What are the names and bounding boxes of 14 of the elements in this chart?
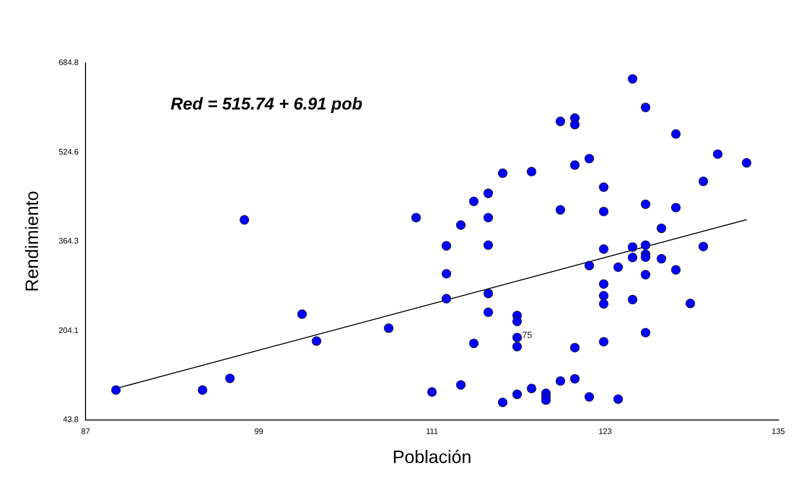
x-tick-label: 135	[772, 426, 786, 436]
y-tick-label: 364.3	[58, 236, 80, 246]
x-axis-title: Población	[392, 447, 472, 468]
annotation: 75	[522, 330, 532, 340]
y-axis-title: Rendimiento	[22, 190, 42, 292]
x-tick-label: 87	[81, 426, 91, 436]
x-tick-label: 99	[254, 426, 264, 436]
annotation: Red = 515.74 + 6.91 pob	[170, 94, 362, 114]
y-tick-label: 204.1	[58, 326, 80, 335]
y-tick-label: 524.6	[58, 147, 80, 156]
x-tick-label: 123	[598, 426, 612, 436]
x-tick-label: 111	[426, 426, 439, 436]
y-tick-label: 684.8	[58, 58, 80, 68]
y-tick-label: 43.8	[63, 415, 80, 424]
